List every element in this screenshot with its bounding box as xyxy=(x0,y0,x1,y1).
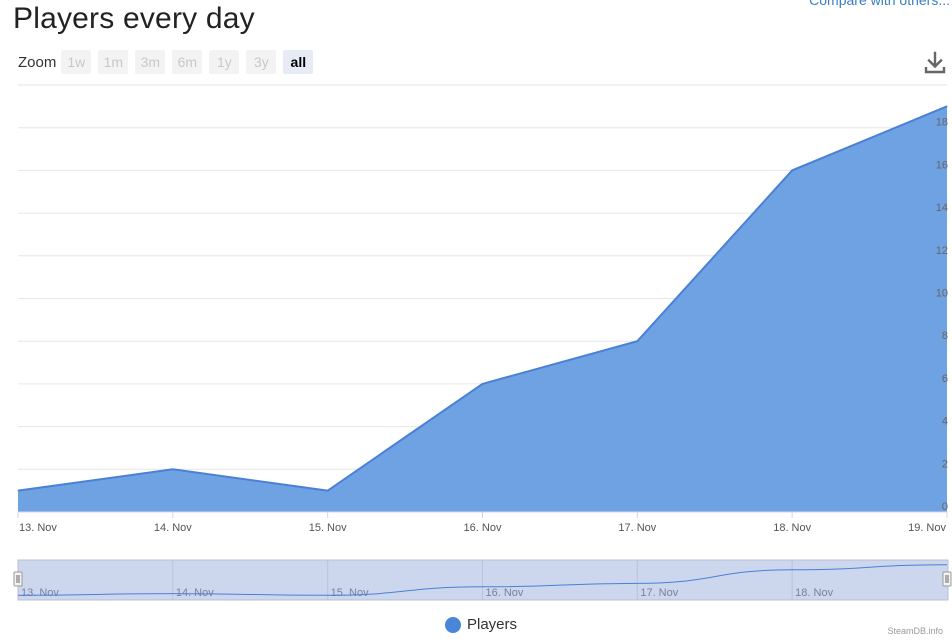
x-tick-label: 15. Nov xyxy=(309,522,347,534)
data-point xyxy=(17,490,19,492)
series-area xyxy=(17,105,948,513)
data-point xyxy=(172,468,174,470)
credit-label: SteamDB.info xyxy=(887,626,943,636)
zoom-all-button[interactable]: all xyxy=(283,50,314,74)
x-tick-label: 18. Nov xyxy=(773,522,811,534)
y-tick-label: 14 xyxy=(936,202,948,214)
players-area-chart: 13. Nov 14. Nov 15. Nov 16. Nov 17. Nov 18. N… xyxy=(13,84,952,601)
data-point xyxy=(636,340,638,342)
navigator: 13. Nov 14. Nov 15. Nov 16. Nov 17. Nov 18. N… xyxy=(13,559,952,601)
zoom-6m-button[interactable]: 6m xyxy=(172,50,203,74)
y-tick-label: 0 xyxy=(942,501,948,513)
zoom-controls: Zoom 1w 1m 3m 6m 1y 3y all xyxy=(18,50,320,74)
legend-item-players[interactable]: Players xyxy=(445,616,517,633)
data-point xyxy=(327,490,329,492)
compare-link[interactable]: Compare with others... xyxy=(809,0,950,8)
chart-title: Players every day xyxy=(13,2,255,35)
x-tick-label: 14. Nov xyxy=(154,522,192,534)
navigator-tick-label: 13. Nov xyxy=(21,587,59,599)
navigator-left-handle[interactable] xyxy=(13,571,23,587)
y-tick-label: 18 xyxy=(936,117,948,129)
x-tick-label: 13. Nov xyxy=(19,522,57,534)
y-tick-label: 12 xyxy=(936,245,948,257)
y-axis-labels: 0 2 4 6 8 10 12 14 16 18 xyxy=(936,117,948,513)
x-tick-label: 16. Nov xyxy=(464,522,502,534)
x-tick-label: 19. Nov xyxy=(908,522,946,534)
data-point xyxy=(791,169,793,171)
y-tick-label: 10 xyxy=(936,288,948,300)
navigator-tick-label: 18. Nov xyxy=(795,587,833,599)
handle-body xyxy=(942,571,952,587)
x-tick-label: 17. Nov xyxy=(618,522,656,534)
navigator-series-line xyxy=(17,564,948,596)
zoom-3m-button[interactable]: 3m xyxy=(135,50,166,74)
navigator-tick-label: 17. Nov xyxy=(640,587,678,599)
zoom-1m-button[interactable]: 1m xyxy=(98,50,129,74)
zoom-1y-button[interactable]: 1y xyxy=(209,50,240,74)
download-icon[interactable] xyxy=(924,51,946,75)
y-tick-label: 16 xyxy=(936,159,948,171)
zoom-1w-button[interactable]: 1w xyxy=(61,50,92,74)
navigator-tick-label: 15. Nov xyxy=(331,587,369,599)
navigator-tick-label: 14. Nov xyxy=(176,587,214,599)
y-tick-label: 2 xyxy=(942,458,948,470)
legend-marker xyxy=(445,616,461,633)
data-point xyxy=(482,383,483,385)
data-point xyxy=(946,105,948,107)
legend-label: Players xyxy=(467,616,518,633)
y-tick-label: 6 xyxy=(942,373,948,385)
navigator-tick-label: 16. Nov xyxy=(486,587,524,599)
x-axis-labels: 13. Nov 14. Nov 15. Nov 16. Nov 17. Nov 18. N… xyxy=(17,512,948,534)
y-tick-label: 8 xyxy=(942,330,948,342)
navigator-right-handle[interactable] xyxy=(942,571,952,587)
y-tick-label: 4 xyxy=(942,416,948,428)
zoom-label: Zoom xyxy=(18,53,57,71)
players-area-fill xyxy=(18,106,947,512)
handle-body xyxy=(13,571,23,587)
zoom-3y-button[interactable]: 3y xyxy=(246,50,277,74)
